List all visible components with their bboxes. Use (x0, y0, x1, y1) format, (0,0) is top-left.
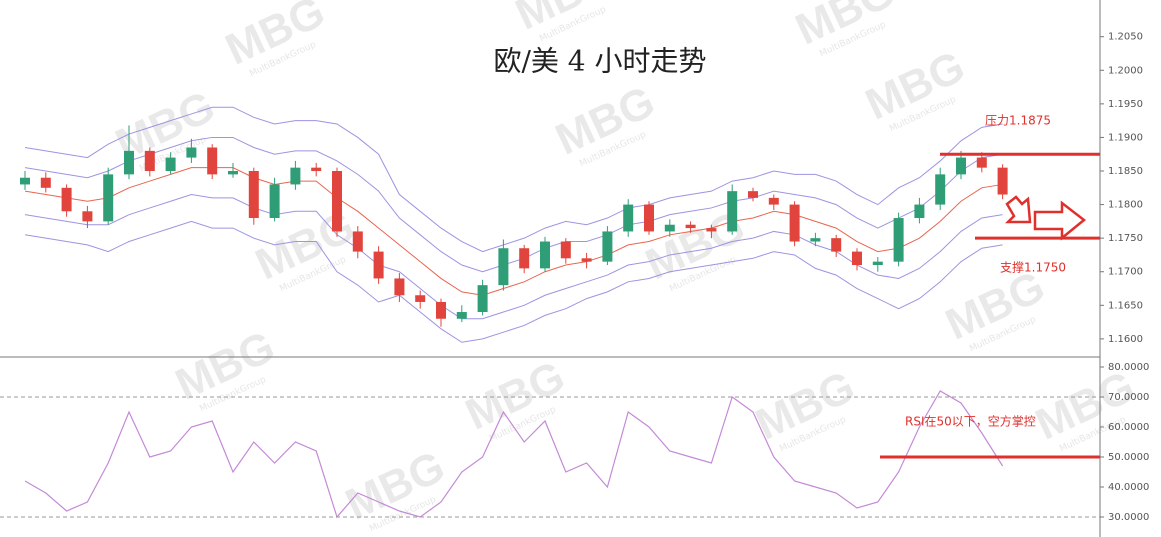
candle-body (519, 248, 530, 269)
candle-body (727, 191, 738, 232)
candle-body (269, 184, 280, 219)
candle-body (602, 231, 613, 262)
y-tick-label: 1.1900 (1108, 132, 1143, 143)
y-tick-label: 70.0000 (1108, 392, 1149, 403)
candle-body (623, 204, 634, 232)
band-line (24, 136, 1003, 273)
band-line (24, 167, 1003, 296)
candle-body (852, 251, 862, 266)
band-line (24, 220, 1003, 343)
watermark: MBG (508, 0, 622, 40)
band-line (24, 194, 1003, 320)
candle-body (664, 224, 675, 232)
chart-title: 欧/美 4 小时走势 (493, 45, 706, 78)
y-tick-label: 1.1850 (1108, 166, 1143, 177)
rsi-line (24, 390, 1004, 519)
candle-body (872, 261, 883, 266)
candle-body (976, 157, 987, 168)
candle-body (103, 174, 114, 222)
candle-body (706, 228, 717, 232)
candle-body (893, 218, 904, 262)
y-tick-label: 50.0000 (1108, 452, 1149, 463)
y-tick-label: 1.1600 (1108, 334, 1143, 345)
candle-body (373, 251, 384, 279)
band-line (24, 106, 1003, 253)
candle-body (540, 241, 550, 269)
candle-body (144, 150, 155, 172)
y-tick-label: 1.1800 (1108, 200, 1143, 211)
candle-body (644, 204, 654, 232)
candle-body (997, 167, 1008, 195)
level-label: 压力1.1875 (985, 114, 1051, 128)
candle-body (685, 224, 696, 229)
level-label: 支撑1.1750 (1000, 260, 1066, 275)
candle-body (20, 177, 30, 185)
candle-body (290, 167, 301, 185)
candle-body (332, 171, 342, 232)
y-tick-label: 60.0000 (1108, 422, 1149, 433)
candle-body (810, 238, 821, 242)
candle-body (956, 157, 966, 175)
candle-body (207, 147, 218, 175)
candle-body (352, 231, 363, 252)
candle-body (186, 147, 197, 158)
candle-body (748, 191, 758, 198)
candle-body (914, 204, 925, 219)
candle-body (831, 238, 842, 252)
candle-body (228, 171, 238, 175)
candle-body (560, 241, 571, 259)
y-tick-label: 1.2000 (1108, 65, 1143, 76)
candle-body (789, 204, 800, 242)
y-tick-label: 1.1750 (1108, 233, 1143, 244)
candle-body (477, 285, 488, 313)
candle-body (415, 295, 426, 302)
y-tick-label: 80.0000 (1108, 362, 1149, 373)
candle-body (498, 248, 509, 286)
arrow-down-right (1004, 195, 1032, 224)
y-tick-label: 40.0000 (1108, 482, 1149, 493)
level-label: RSI在50以下，空方掌控 (905, 414, 1036, 429)
candle-body (248, 171, 259, 219)
candle-body (61, 187, 72, 212)
y-tick-label: 1.1700 (1108, 267, 1143, 278)
candle-body (311, 167, 322, 172)
y-tick-label: 1.1950 (1108, 99, 1143, 110)
y-tick-label: 1.1650 (1108, 300, 1143, 311)
candle-body (40, 177, 51, 188)
candle-body (456, 312, 467, 319)
arrow-right (1033, 200, 1087, 241)
candle-body (124, 150, 134, 175)
candle-body (394, 278, 405, 296)
candle-body (436, 301, 446, 319)
candle-body (768, 197, 779, 205)
y-tick-label: 30.0000 (1108, 512, 1149, 523)
candle-body (165, 157, 176, 172)
y-tick-label: 1.2050 (1108, 32, 1143, 43)
candle-body (935, 174, 946, 205)
candle-body (581, 258, 592, 262)
candle-body (82, 211, 93, 222)
